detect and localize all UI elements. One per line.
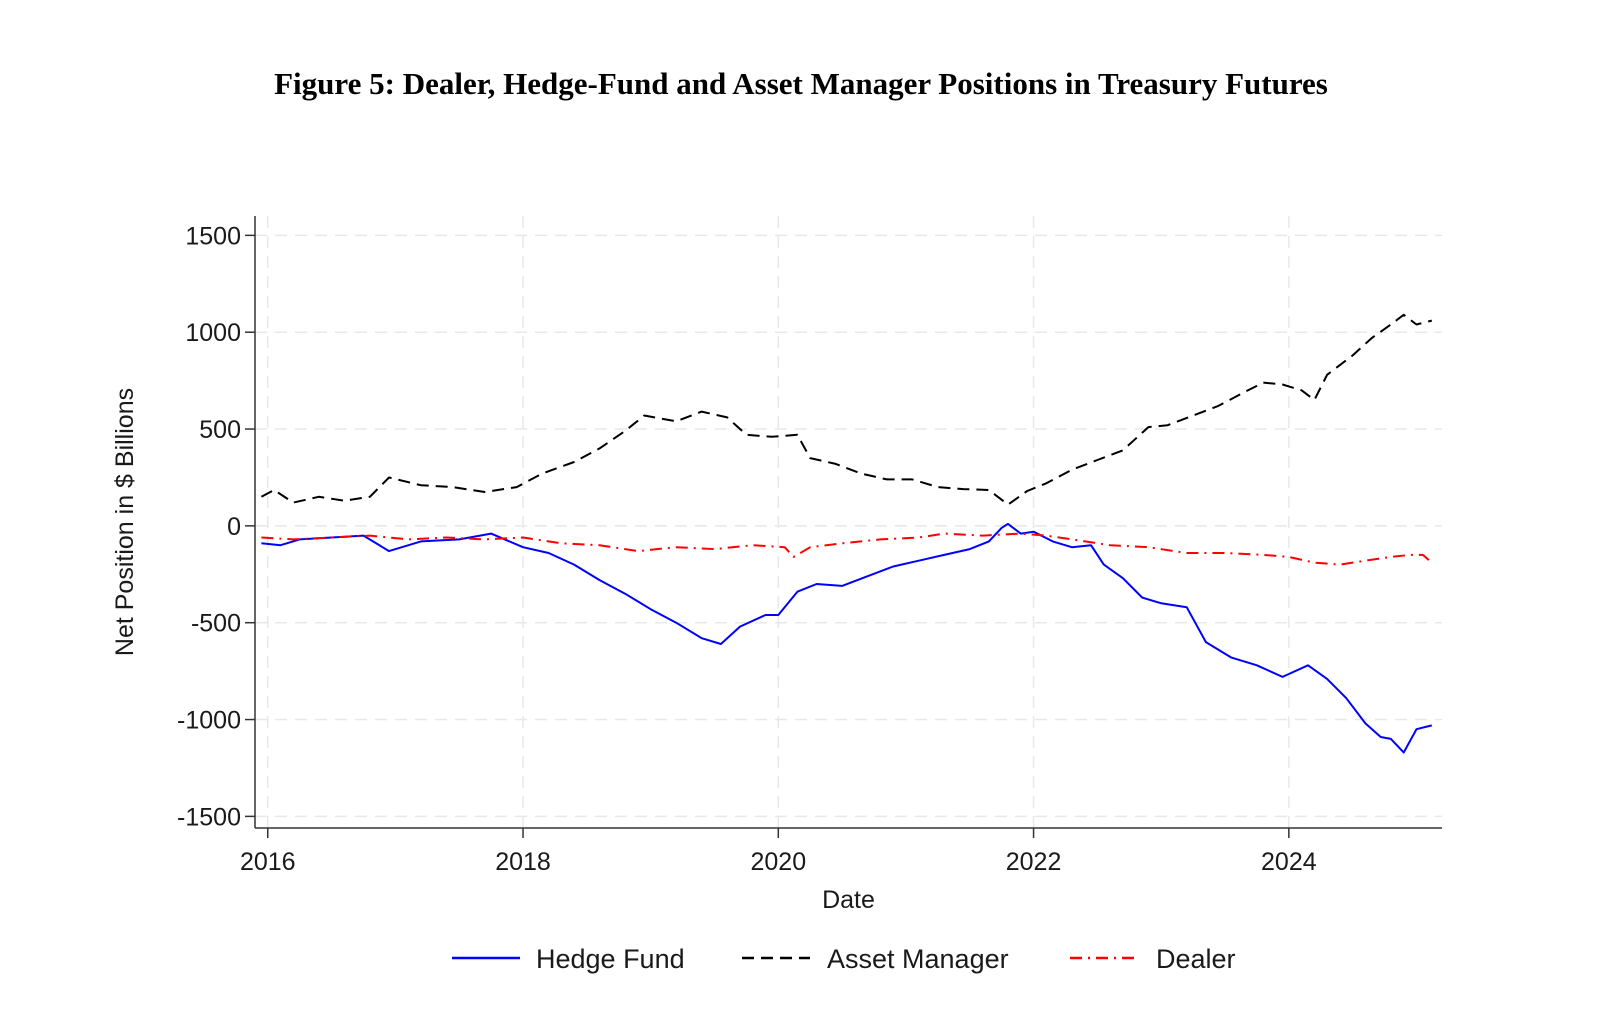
legend-label: Dealer xyxy=(1156,944,1236,974)
chart-title: Figure 5: Dealer, Hedge-Fund and Asset M… xyxy=(274,66,1328,101)
grid-lines xyxy=(255,216,1442,828)
series-lines xyxy=(260,313,1433,754)
series-line-asset-manager xyxy=(260,313,1433,506)
y-tick-label: 0 xyxy=(227,513,241,541)
y-tick-label: -500 xyxy=(191,610,241,638)
legend-label: Hedge Fund xyxy=(536,944,685,974)
x-tick-label: 2018 xyxy=(495,848,551,876)
x-tick-label: 2016 xyxy=(240,848,296,876)
x-tick-label: 2022 xyxy=(1006,848,1062,876)
series-line-hedge-fund xyxy=(261,522,1433,754)
tick-labels: 1500 1000 500 0 -500 -1000 -1500 2016 2018 2020 20… xyxy=(177,222,1317,876)
y-axis-title: Net Position in $ Billions xyxy=(111,388,139,656)
x-tick-label: 2020 xyxy=(750,848,806,876)
y-tick-label: 1000 xyxy=(185,319,241,347)
legend-label: Asset Manager xyxy=(827,944,1009,974)
y-tick-label: 500 xyxy=(199,416,241,444)
y-tick-label: 1500 xyxy=(185,222,241,250)
axes xyxy=(245,216,1442,838)
legend: Hedge Fund Asset Manager Dealer xyxy=(452,944,1236,974)
x-tick-label: 2024 xyxy=(1261,848,1317,876)
series-line-dealer xyxy=(261,532,1433,566)
x-axis-title: Date xyxy=(822,886,875,914)
y-tick-label: -1000 xyxy=(177,707,241,735)
y-tick-label: -1500 xyxy=(177,803,241,831)
